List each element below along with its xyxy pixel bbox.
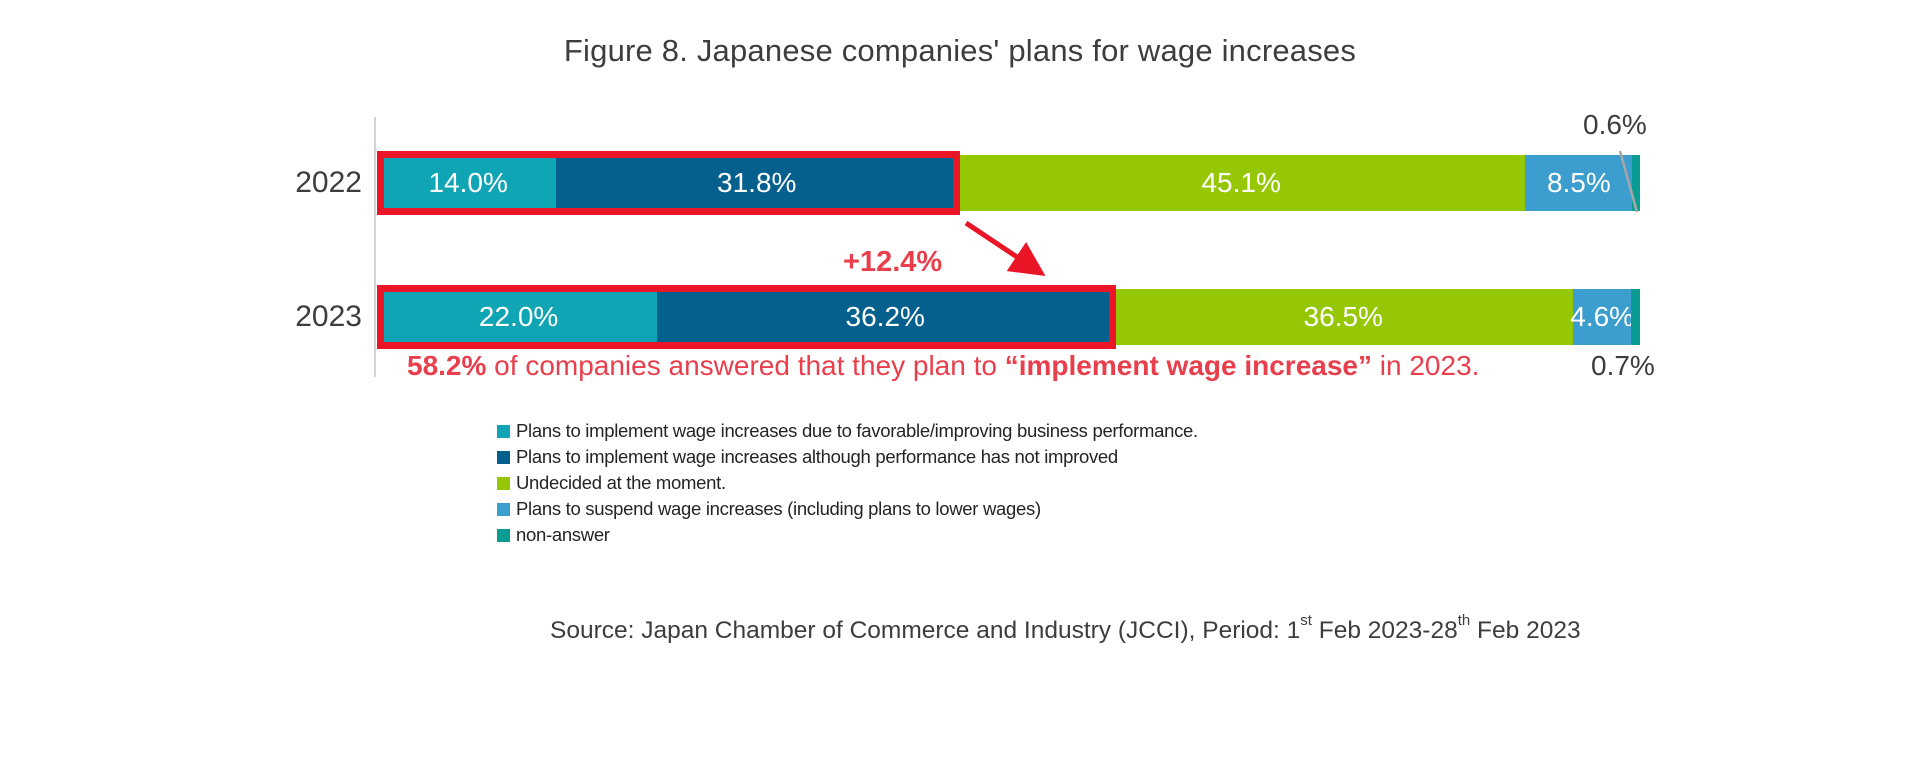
bar-2023-segment-3: 4.6%	[1570, 289, 1635, 345]
legend-swatch-icon	[497, 476, 510, 490]
legend-item-label: Plans to implement wage increases althou…	[516, 446, 1118, 467]
legend-item-3: Plans to suspend wage increases (includi…	[497, 498, 1198, 519]
increase-arrow-icon	[964, 220, 1046, 276]
legend-item-label: Plans to implement wage increases due to…	[516, 420, 1198, 441]
legend-item-label: non-answer	[516, 524, 610, 545]
bar-value-label: 14.0%	[428, 167, 508, 198]
legend-item-0: Plans to implement wage increases due to…	[497, 420, 1198, 441]
legend-swatch-icon	[497, 502, 510, 516]
source-text-part: Feb 2023	[1470, 617, 1581, 644]
legend-item-2: Undecided at the moment.	[497, 472, 1198, 493]
y-axis-line	[374, 117, 376, 377]
legend-item-4: non-answer	[497, 524, 1198, 545]
note-text-part: 58.2%	[407, 350, 487, 381]
bar-2023-segment-0: 22.0%	[380, 289, 658, 345]
legend-swatch-icon	[497, 424, 510, 438]
outside-label-2023-non-answer: 0.7%	[1591, 350, 1655, 381]
outside-label-2022-non-answer: 0.6%	[1583, 109, 1647, 140]
legend-swatch-icon	[497, 528, 510, 542]
note-text-part: in 2023.	[1372, 350, 1480, 381]
note-text-part: “implement wage increase”	[1004, 350, 1372, 381]
bar-value-label: 36.2%	[845, 301, 925, 332]
bar-value-label: 8.5%	[1546, 167, 1611, 198]
highlight-note: 58.2% of companies answered that they pl…	[407, 350, 1479, 382]
legend: Plans to implement wage increases due to…	[497, 420, 1198, 551]
bar-2023: 22.0% 36.2% 36.5% 4.6%	[380, 289, 1640, 345]
bar-2022-segment-2: 45.1%	[957, 155, 1526, 211]
source-superscript: th	[1457, 612, 1471, 629]
highlight-box-2023	[377, 285, 1117, 349]
source-text-part: Feb 2023-28	[1311, 617, 1458, 644]
source-superscript: st	[1300, 612, 1312, 629]
chart-title: Figure 8. Japanese companies' plans for …	[563, 33, 1357, 68]
category-label-2023: 2023	[295, 300, 362, 333]
highlight-box-2022	[377, 151, 961, 215]
bar-value-label: 36.5%	[1303, 301, 1383, 332]
bar-value-label: 45.1%	[1201, 167, 1281, 198]
bar-value-label: 22.0%	[478, 301, 559, 332]
legend-item-label: Plans to suspend wage increases (includi…	[516, 498, 1041, 519]
legend-item-label: Undecided at the moment.	[516, 472, 726, 493]
note-text-part: of companies answered that they plan to	[486, 350, 1005, 381]
bar-2022-segment-1: 31.8%	[556, 155, 958, 211]
legend-item-1: Plans to implement wage increases althou…	[497, 446, 1198, 467]
bar-2022-segment-0: 14.0%	[380, 155, 557, 211]
bar-2022-segment-4	[1632, 155, 1640, 211]
bar-value-label: 4.6%	[1570, 301, 1635, 332]
source-text-part: Source: Japan Chamber of Commerce and In…	[550, 617, 1301, 644]
bar-2022: 14.0% 31.8% 45.1% 8.5%	[380, 155, 1640, 211]
source-note: Source: Japan Chamber of Commerce and In…	[550, 612, 1581, 645]
legend-swatch-icon	[497, 450, 510, 464]
category-label-2022: 2022	[295, 166, 362, 199]
bar-2023-segment-4	[1631, 289, 1640, 345]
bar-2023-segment-1: 36.2%	[657, 289, 1114, 345]
bar-value-label: 31.8%	[717, 167, 797, 198]
delta-label: +12.4%	[843, 246, 943, 278]
bar-2022-segment-3: 8.5%	[1525, 155, 1633, 211]
bar-2023-segment-2: 36.5%	[1113, 289, 1574, 345]
